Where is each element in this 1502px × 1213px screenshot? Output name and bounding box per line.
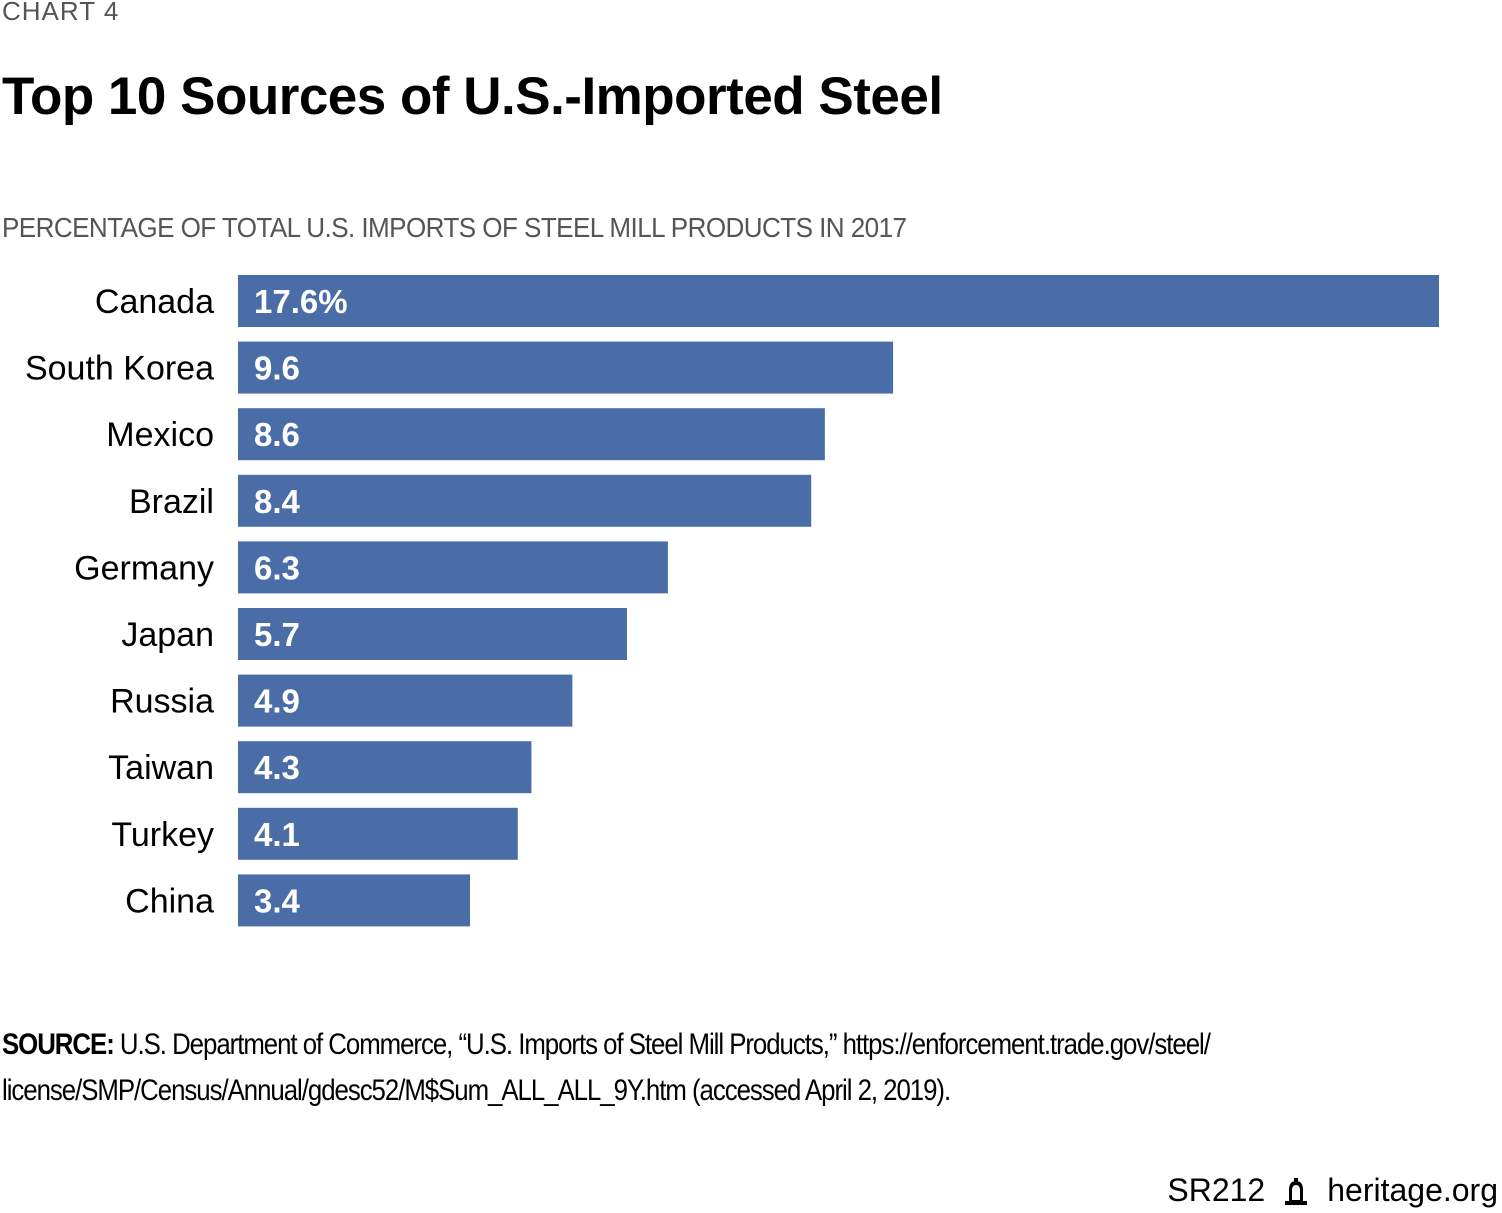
value-label: 4.9	[254, 683, 300, 720]
category-label: Canada	[95, 283, 214, 321]
bar-taiwan	[238, 741, 532, 794]
category-label: South Korea	[25, 350, 214, 388]
value-label: 8.4	[254, 483, 301, 520]
bar-mexico	[238, 408, 825, 461]
footer-branding: SR212 heritage.org	[1167, 1172, 1498, 1209]
bar-japan	[238, 608, 627, 660]
source-label: SOURCE:	[2, 1028, 115, 1061]
site-link[interactable]: heritage.org	[1327, 1172, 1498, 1208]
category-label: China	[125, 882, 214, 920]
category-label: Turkey	[111, 816, 214, 854]
bar-china	[238, 874, 471, 927]
source-note: SOURCE: U.S. Department of Commerce, “U.…	[2, 1022, 1292, 1114]
report-id: SR212	[1167, 1172, 1266, 1208]
value-label: 4.1	[254, 816, 300, 853]
source-text-line2: license/SMP/Census/Annual/gdesc52/M$Sum_…	[2, 1074, 951, 1107]
category-label: Russia	[110, 683, 214, 721]
value-label: 6.3	[254, 549, 300, 586]
value-label: 5.7	[254, 616, 300, 653]
bar-russia	[238, 674, 573, 727]
value-label: 17.6%	[254, 283, 348, 320]
value-label: 8.6	[254, 416, 300, 453]
bars-group: Canada 17.6% South Korea 9.6 Mexico 8.6 Brazil…	[25, 275, 1439, 927]
category-label: Japan	[121, 616, 214, 654]
value-label: 4.3	[254, 749, 300, 786]
liberty-bell-icon	[1285, 1177, 1308, 1205]
source-text-line1: U.S. Department of Commerce, “U.S. Impor…	[113, 1028, 1211, 1061]
category-label: Mexico	[106, 416, 214, 454]
category-label: Brazil	[129, 483, 214, 521]
chart-title: Top 10 Sources of U.S.-Imported Steel	[2, 67, 943, 126]
bar-brazil	[238, 474, 812, 527]
value-label: 9.6	[254, 350, 300, 387]
bar-turkey	[238, 807, 518, 860]
bar-chart: Canada 17.6% South Korea 9.6 Mexico 8.6 Brazil…	[25, 275, 1439, 927]
bar-canada	[238, 275, 1439, 327]
value-label: 3.4	[254, 882, 301, 919]
bar-south-korea	[238, 341, 894, 394]
bar-germany	[238, 541, 668, 594]
category-label: Germany	[74, 549, 214, 587]
chart-number: CHART 4	[2, 0, 120, 26]
chart-subtitle: PERCENTAGE OF TOTAL U.S. IMPORTS OF STEE…	[2, 212, 907, 243]
category-label: Taiwan	[108, 749, 214, 787]
